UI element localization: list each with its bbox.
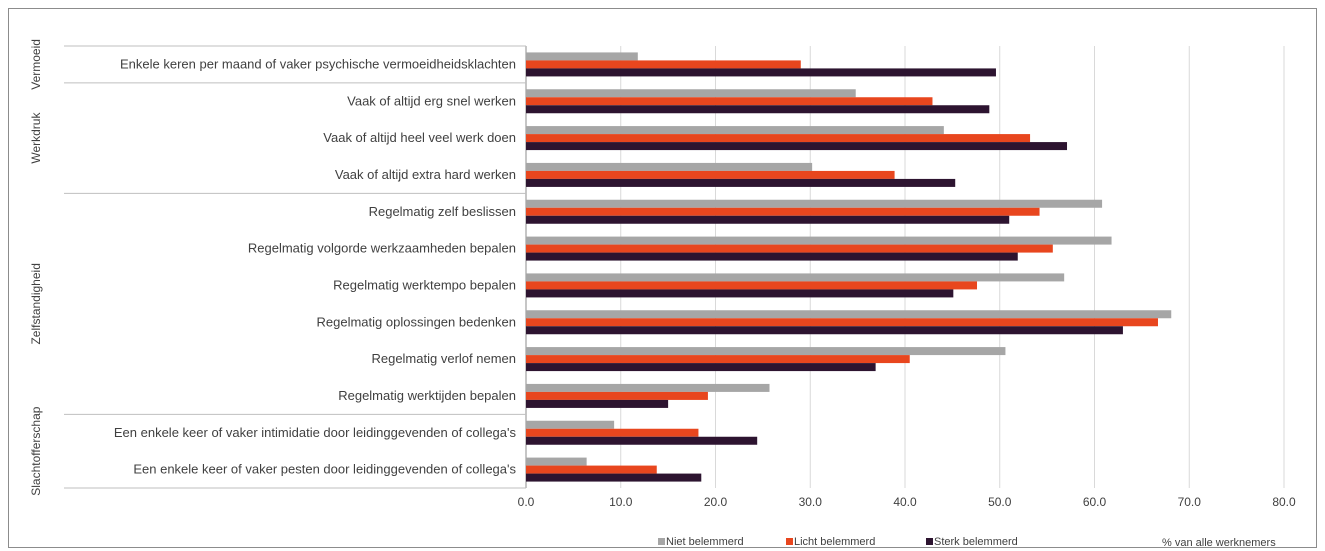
category-label: Enkele keren per maand of vaker psychisc…: [120, 56, 516, 71]
x-tick-label: 40.0: [893, 495, 917, 509]
bar-sterk-belemmerd: [526, 68, 996, 77]
category-label: Regelmatig werktijden bepalen: [338, 388, 516, 403]
bar-licht-belemmerd: [526, 465, 657, 474]
x-tick-label: 0.0: [518, 495, 535, 509]
bar-niet-belemmerd: [526, 89, 856, 98]
bar-sterk-belemmerd: [526, 473, 702, 482]
bars: [526, 52, 1172, 482]
legend-entry: Licht belemmerd: [794, 536, 875, 548]
bar-sterk-belemmerd: [526, 252, 1018, 261]
group-labels: Vermoeid Werkdruk Zelfstandigheid Slachtoff…: [29, 39, 43, 496]
group-label: Vermoeid: [29, 39, 43, 90]
legend-entry: Sterk belemmerd: [934, 536, 1018, 548]
x-axis-unit-label: % van alle werknemers: [1162, 537, 1276, 549]
bar-licht-belemmerd: [526, 244, 1053, 253]
x-tick-label: 20.0: [704, 495, 728, 509]
legend: Niet belemmerd Licht belemmerd Sterk belem…: [658, 536, 1018, 548]
category-label: Een enkele keer of vaker pesten door lei…: [133, 462, 516, 477]
category-label: Vaak of altijd heel veel werk doen: [323, 130, 516, 145]
legend-swatch: [926, 538, 933, 545]
group-label: Werkdruk: [29, 112, 43, 164]
group-dividers: [64, 45, 526, 489]
category-labels: Enkele keren per maand of vaker psychisc…: [114, 56, 517, 476]
category-label: Regelmatig volgorde werkzaamheden bepale…: [248, 241, 516, 256]
bar-sterk-belemmerd: [526, 142, 1068, 151]
legend-swatch: [786, 538, 793, 545]
category-label: Regelmatig verlof nemen: [371, 351, 516, 366]
category-label: Regelmatig zelf beslissen: [369, 204, 516, 219]
x-tick-label: 30.0: [799, 495, 823, 509]
x-tick-label: 60.0: [1083, 495, 1107, 509]
bar-licht-belemmerd: [526, 134, 1031, 143]
bar-sterk-belemmerd: [526, 215, 1010, 224]
bar-licht-belemmerd: [526, 355, 910, 364]
category-label: Regelmatig oplossingen bedenken: [317, 314, 516, 329]
x-tick-label: 10.0: [609, 495, 633, 509]
bar-niet-belemmerd: [526, 162, 813, 171]
bar-sterk-belemmerd: [526, 363, 876, 372]
bar-niet-belemmerd: [526, 199, 1103, 208]
group-label: Slachtofferschap: [29, 406, 43, 495]
bar-sterk-belemmerd: [526, 436, 758, 445]
bar-licht-belemmerd: [526, 318, 1158, 327]
bar-sterk-belemmerd: [526, 326, 1123, 335]
bar-sterk-belemmerd: [526, 178, 956, 187]
bar-niet-belemmerd: [526, 457, 587, 466]
category-label: Regelmatig werktempo bepalen: [333, 277, 516, 292]
bar-niet-belemmerd: [526, 236, 1112, 245]
bar-niet-belemmerd: [526, 383, 770, 392]
chart-frame: [8, 8, 1317, 548]
x-tick-label: 80.0: [1272, 495, 1296, 509]
legend-swatch: [658, 538, 665, 545]
bar-licht-belemmerd: [526, 391, 708, 400]
legend-entry: Niet belemmerd: [666, 536, 744, 548]
bar-niet-belemmerd: [526, 347, 1006, 356]
category-label: Vaak of altijd erg snel werken: [347, 93, 516, 108]
bar-licht-belemmerd: [526, 97, 933, 106]
bar-sterk-belemmerd: [526, 105, 990, 114]
bar-niet-belemmerd: [526, 273, 1065, 282]
bar-sterk-belemmerd: [526, 399, 669, 408]
bar-niet-belemmerd: [526, 310, 1172, 319]
bar-niet-belemmerd: [526, 52, 638, 61]
bar-licht-belemmerd: [526, 170, 895, 179]
category-label: Een enkele keer of vaker intimidatie doo…: [114, 425, 517, 440]
bar-licht-belemmerd: [526, 60, 801, 69]
group-label: Zelfstandigheid: [29, 263, 43, 344]
bar-niet-belemmerd: [526, 420, 615, 429]
x-tick-label: 70.0: [1178, 495, 1202, 509]
bar-niet-belemmerd: [526, 126, 944, 135]
bar-licht-belemmerd: [526, 281, 978, 290]
category-label: Vaak of altijd extra hard werken: [335, 167, 516, 182]
x-tick-label: 50.0: [988, 495, 1012, 509]
x-axis-ticks: 0.0 10.0 20.0 30.0 40.0 50.0 60.0 70.0 80.0: [518, 495, 1296, 509]
bar-licht-belemmerd: [526, 207, 1040, 216]
bar-sterk-belemmerd: [526, 289, 954, 298]
bar-licht-belemmerd: [526, 428, 699, 437]
